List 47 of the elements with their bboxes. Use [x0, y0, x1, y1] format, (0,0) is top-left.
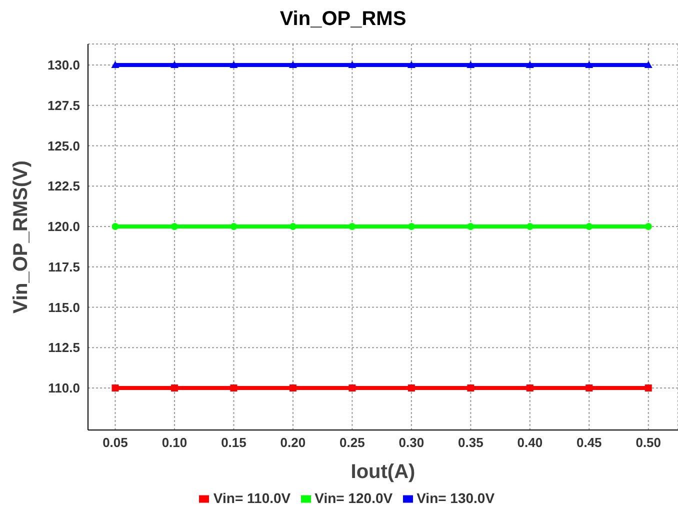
y-tick-label: 125.0 — [47, 138, 80, 154]
point — [466, 60, 475, 68]
y-tick-label: 117.5 — [48, 259, 80, 274]
point — [111, 60, 120, 68]
point — [585, 60, 594, 68]
x-tick-label: 0.30 — [398, 435, 424, 450]
x-tick-label: 0.50 — [636, 435, 662, 450]
legend-label: Vin= 130.0V — [416, 490, 495, 506]
x-tick-label: 0.40 — [517, 435, 543, 450]
y-tick-label: 120.0 — [47, 219, 80, 234]
legend-label: Vin= 120.0V — [314, 490, 393, 506]
point — [112, 384, 119, 392]
chart-title: Vin_OP_RMS — [278, 8, 408, 32]
y-tick-label: 122.5 — [47, 178, 80, 194]
x-tick-label: 0.20 — [280, 435, 306, 450]
y-tick-label: 110.0 — [48, 380, 80, 396]
point — [467, 223, 474, 230]
y-tick-label: 127.5 — [47, 98, 80, 113]
point — [644, 223, 652, 230]
x-tick-label: 0.45 — [576, 435, 602, 450]
point — [644, 384, 652, 392]
x-tick-label: 0.25 — [340, 435, 365, 450]
point — [289, 223, 296, 230]
x-tick-label: 0.15 — [221, 435, 246, 450]
x-tick-label: 0.10 — [162, 435, 188, 450]
x-tick-label: 0.05 — [102, 435, 128, 450]
x-axis-title: Iout(A) — [350, 461, 416, 483]
legend-label: Vin= 110.0V — [213, 490, 291, 506]
y-tick-label: 130.0 — [47, 58, 80, 73]
point — [407, 60, 416, 68]
point — [644, 60, 652, 68]
point — [348, 223, 356, 230]
point — [230, 60, 238, 68]
point — [112, 223, 119, 230]
point — [288, 60, 297, 68]
point — [170, 60, 178, 68]
point — [526, 223, 534, 230]
point — [348, 60, 356, 68]
point — [526, 60, 534, 68]
y-tick-label: 112.5 — [48, 340, 80, 356]
point — [586, 223, 593, 230]
point — [170, 223, 178, 230]
x-tick-label: 0.35 — [458, 435, 484, 450]
point — [230, 223, 238, 230]
y-axis-title: Vin_OP_RMS(V) — [10, 160, 32, 314]
y-tick-label: 115.0 — [48, 300, 80, 315]
point — [408, 223, 415, 230]
